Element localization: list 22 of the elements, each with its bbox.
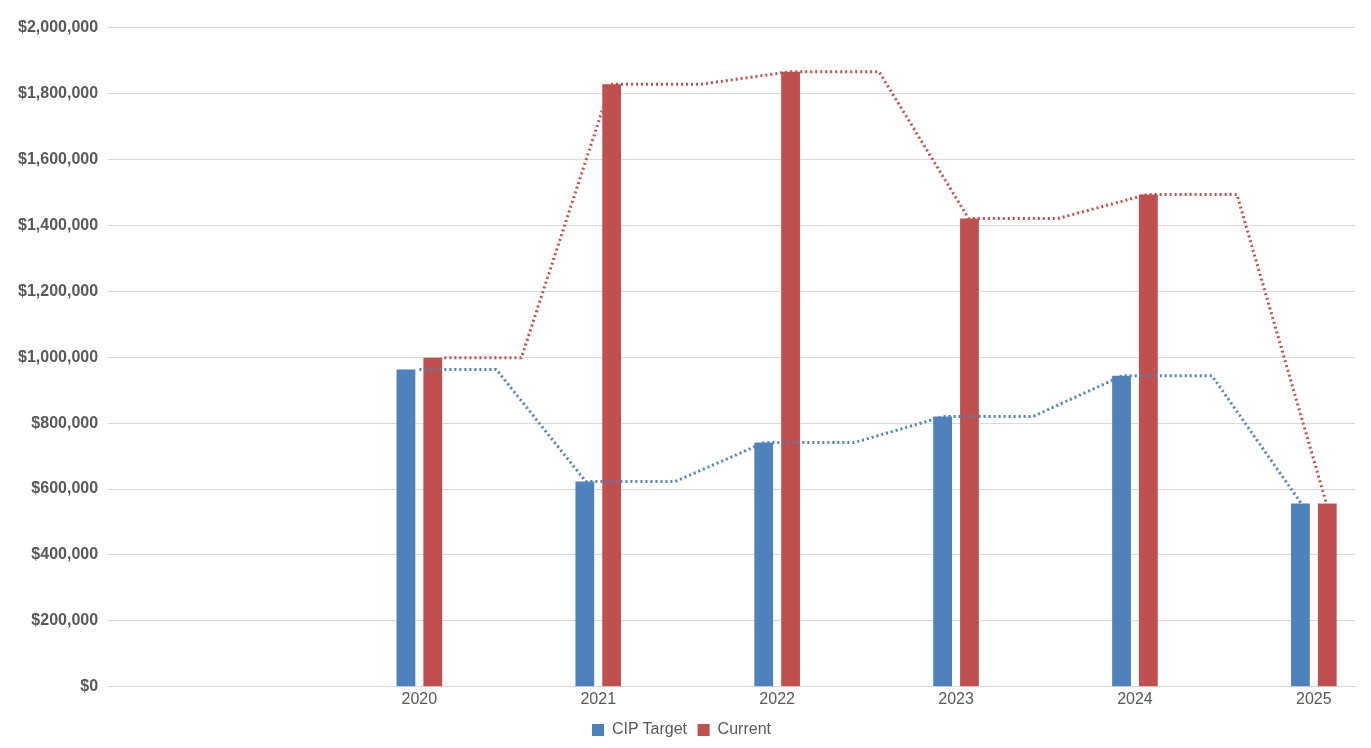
bar: [423, 357, 443, 687]
y-tick-label: $1,600,000: [18, 149, 99, 167]
y-tick-label: $1,000,000: [18, 347, 99, 365]
x-tick-label: 2022: [759, 689, 796, 707]
x-tick-label: 2024: [1117, 689, 1153, 707]
x-tick-label: 2023: [938, 689, 974, 707]
legend-label: CIP Target: [612, 720, 688, 738]
y-tick-label: $1,400,000: [18, 215, 99, 233]
x-tick-label: 2020: [401, 689, 438, 707]
y-tick-label: $400,000: [31, 545, 99, 563]
legend-label: Current: [717, 720, 772, 738]
bar: [1317, 503, 1337, 687]
y-tick-label: $1,800,000: [18, 83, 99, 101]
y-tick-label: $600,000: [31, 479, 99, 497]
bar: [396, 369, 416, 687]
y-tick-label: $200,000: [31, 611, 99, 629]
x-tick-label: 2025: [1296, 689, 1332, 707]
y-tick-label: $1,200,000: [18, 281, 99, 299]
x-tick-label: 2021: [580, 689, 617, 707]
y-tick-label: $0: [80, 677, 99, 695]
y-tick-label: $2,000,000: [18, 18, 99, 36]
y-tick-label: $800,000: [31, 413, 99, 431]
